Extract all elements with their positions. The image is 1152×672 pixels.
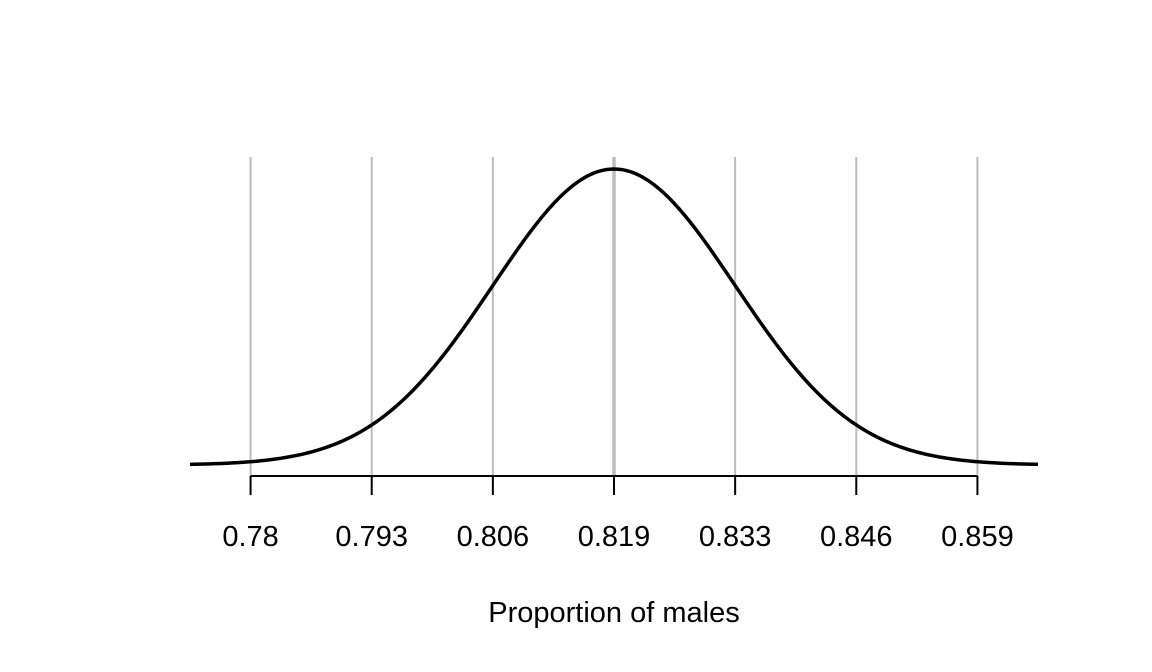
x-tick-label: 0.833 <box>699 521 772 553</box>
x-tick-label: 0.793 <box>335 521 408 553</box>
x-tick-label: 0.846 <box>820 521 893 553</box>
density-curve <box>189 167 1039 467</box>
x-tick-label: 0.806 <box>457 521 530 553</box>
reference-lines <box>249 157 979 476</box>
x-axis: 0.78 0.793 0.806 0.819 0.833 0.846 0.859 <box>222 475 1014 553</box>
x-tick-label: 0.78 <box>222 521 278 553</box>
x-tick-label: 0.859 <box>941 521 1014 553</box>
x-axis-title: Proportion of males <box>488 597 739 629</box>
x-tick-label: 0.819 <box>578 521 651 553</box>
